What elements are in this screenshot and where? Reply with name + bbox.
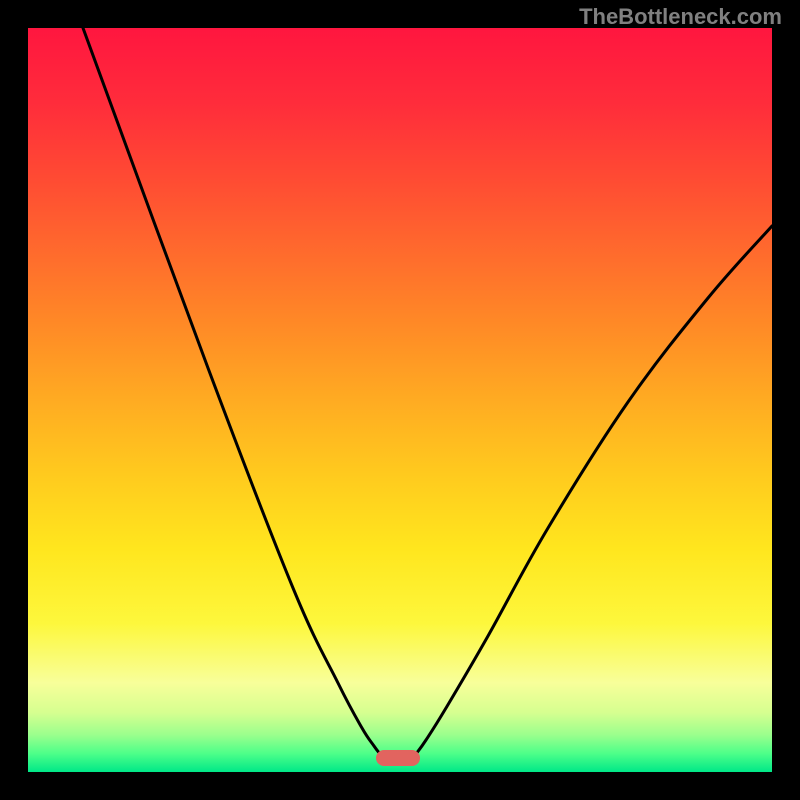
optimal-marker xyxy=(376,750,420,766)
watermark-text: TheBottleneck.com xyxy=(579,4,782,30)
curve-right xyxy=(416,226,772,754)
bottleneck-curves xyxy=(28,28,772,772)
curve-left xyxy=(83,28,380,754)
plot-area xyxy=(28,28,772,772)
